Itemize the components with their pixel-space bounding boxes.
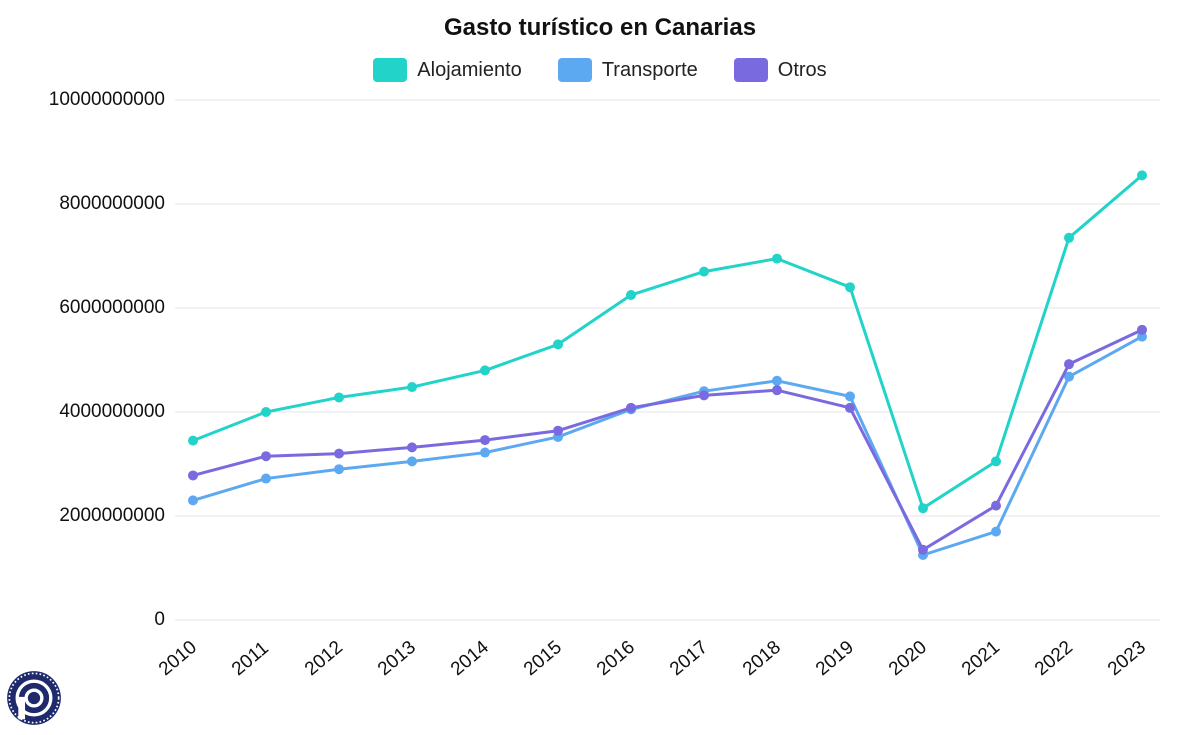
x-axis-tick-label: 2021 (958, 637, 1005, 681)
series-marker (188, 470, 198, 480)
series-marker (261, 474, 271, 484)
series-marker (480, 435, 490, 445)
series-marker (626, 403, 636, 413)
series-marker (261, 407, 271, 417)
y-axis-tick-label: 10000000000 (49, 89, 165, 111)
x-axis-tick-label: 2015 (520, 637, 567, 681)
x-axis-tick-label: 2017 (666, 637, 713, 681)
x-axis-tick-label: 2012 (301, 637, 348, 681)
x-axis-tick-label: 2014 (447, 637, 494, 681)
series-marker (772, 385, 782, 395)
series-marker (480, 448, 490, 458)
series-marker (991, 527, 1001, 537)
legend-item-transporte: Transporte (558, 58, 698, 82)
series-marker (407, 382, 417, 392)
legend-swatch (734, 58, 768, 82)
series-marker (188, 436, 198, 446)
x-axis-tick-label: 2019 (812, 637, 859, 681)
x-axis-tick-label: 2013 (374, 637, 421, 681)
series-marker (553, 426, 563, 436)
legend-item-alojamiento: Alojamiento (373, 58, 522, 82)
x-axis-tick-label: 2016 (593, 637, 640, 681)
y-axis-tick-label: 0 (154, 609, 165, 631)
logo-icon (6, 670, 62, 726)
series-marker (407, 456, 417, 466)
legend-label: Otros (778, 59, 827, 82)
chart-svg (175, 100, 1160, 620)
series-marker (845, 282, 855, 292)
legend-label: Transporte (602, 59, 698, 82)
x-axis-tick-label: 2018 (739, 637, 786, 681)
series-marker (699, 267, 709, 277)
series-marker (1137, 170, 1147, 180)
legend-item-otros: Otros (734, 58, 827, 82)
legend-label: Alojamiento (417, 59, 522, 82)
x-axis-tick-label: 2022 (1031, 637, 1078, 681)
series-marker (918, 545, 928, 555)
series-marker (699, 390, 709, 400)
series-marker (991, 456, 1001, 466)
series-marker (1064, 233, 1074, 243)
series-marker (553, 339, 563, 349)
series-marker (772, 254, 782, 264)
legend-swatch (558, 58, 592, 82)
series-marker (261, 451, 271, 461)
series-marker (334, 464, 344, 474)
series-marker (334, 392, 344, 402)
series-marker (626, 290, 636, 300)
chart-title: Gasto turístico en Canarias (0, 0, 1200, 42)
x-axis-tick-label: 2023 (1104, 637, 1151, 681)
x-axis-tick-label: 2011 (228, 638, 273, 681)
legend: Alojamiento Transporte Otros (0, 58, 1200, 82)
series-marker (772, 376, 782, 386)
series-marker (1064, 359, 1074, 369)
series-marker (845, 403, 855, 413)
x-axis-tick-label: 2010 (155, 637, 202, 681)
series-marker (407, 442, 417, 452)
x-axis-tick-label: 2020 (885, 637, 932, 681)
series-line-otros (193, 330, 1142, 550)
source-logo (6, 670, 62, 731)
y-axis-tick-label: 6000000000 (59, 297, 165, 319)
series-marker (1137, 325, 1147, 335)
y-axis-tick-label: 4000000000 (59, 401, 165, 423)
legend-swatch (373, 58, 407, 82)
series-marker (845, 391, 855, 401)
y-axis-tick-label: 2000000000 (59, 505, 165, 527)
series-marker (480, 365, 490, 375)
plot-area: 0200000000040000000006000000000800000000… (175, 100, 1160, 620)
series-marker (991, 501, 1001, 511)
series-marker (918, 503, 928, 513)
series-marker (188, 495, 198, 505)
series-marker (334, 449, 344, 459)
y-axis-tick-label: 8000000000 (59, 193, 165, 215)
